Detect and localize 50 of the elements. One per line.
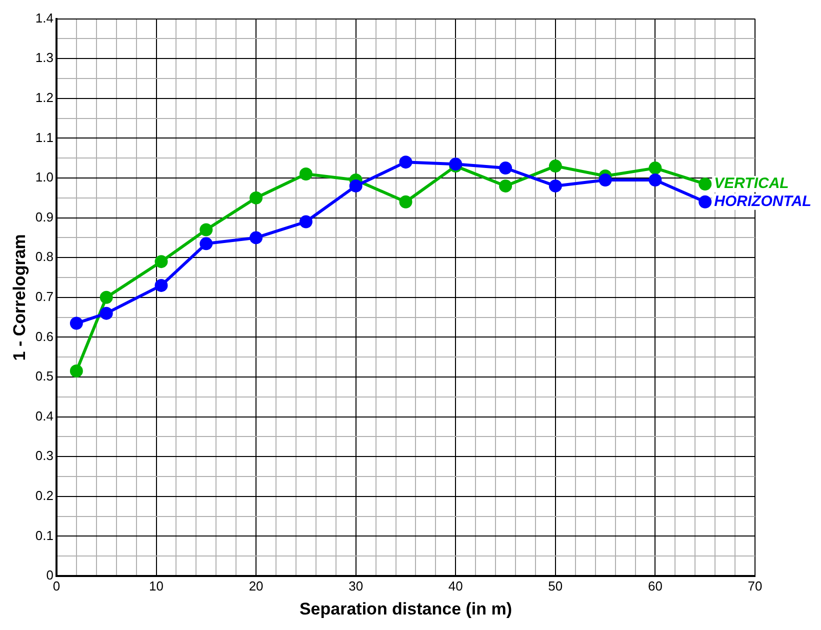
x-tick-label: 70: [748, 578, 762, 594]
point: [548, 160, 562, 173]
x-axis-title: Separation distance (in m): [299, 599, 512, 618]
point: [154, 278, 168, 292]
y-tick-label: 0.3: [35, 448, 54, 464]
point: [399, 156, 412, 169]
y-tick-label: 1.1: [35, 130, 54, 145]
series-label: HORIZONTAL: [714, 193, 812, 210]
point: [200, 223, 213, 236]
x-tick-label: 20: [248, 578, 264, 594]
y-tick-label: 0.9: [35, 209, 54, 224]
point: [598, 173, 612, 186]
y-tick-label: 0: [46, 568, 54, 583]
point: [698, 177, 712, 190]
series-label: VERTICAL: [714, 175, 789, 192]
point: [250, 231, 263, 244]
point: [349, 179, 362, 192]
y-tick-label: 0.5: [35, 368, 54, 384]
x-tick-label: 50: [548, 578, 563, 594]
x-tick-label: 40: [448, 578, 463, 594]
point: [399, 195, 412, 208]
y-tick-label: 1.0: [35, 170, 54, 185]
x-tick-label: 30: [348, 578, 364, 594]
point: [648, 173, 662, 186]
y-tick-label: 0.2: [35, 488, 54, 503]
point: [200, 237, 213, 250]
y-tick-label: 0.8: [35, 249, 54, 264]
point: [70, 364, 83, 378]
y-tick-label: 1.3: [35, 50, 54, 66]
point: [698, 195, 712, 208]
y-tick-label: 0.4: [35, 408, 54, 424]
x-tick-label: 60: [648, 578, 662, 594]
point: [548, 179, 562, 192]
point: [299, 215, 312, 228]
x-tick-label: 10: [149, 578, 164, 594]
point: [250, 191, 263, 204]
point: [100, 290, 113, 304]
y-tick-label: 1.4: [35, 10, 54, 26]
point: [154, 255, 168, 268]
y-tick-label: 0.1: [35, 528, 54, 543]
point: [70, 316, 83, 330]
y-tick-label: 1.2: [35, 90, 54, 105]
point: [499, 179, 512, 192]
y-tick-label: 0.7: [35, 288, 54, 304]
y-axis-title: 1 - Correlogram: [10, 234, 29, 361]
y-tick-label: 0.6: [35, 328, 54, 344]
point: [499, 162, 512, 175]
point: [299, 168, 312, 181]
point: [100, 306, 113, 320]
point: [648, 162, 662, 175]
